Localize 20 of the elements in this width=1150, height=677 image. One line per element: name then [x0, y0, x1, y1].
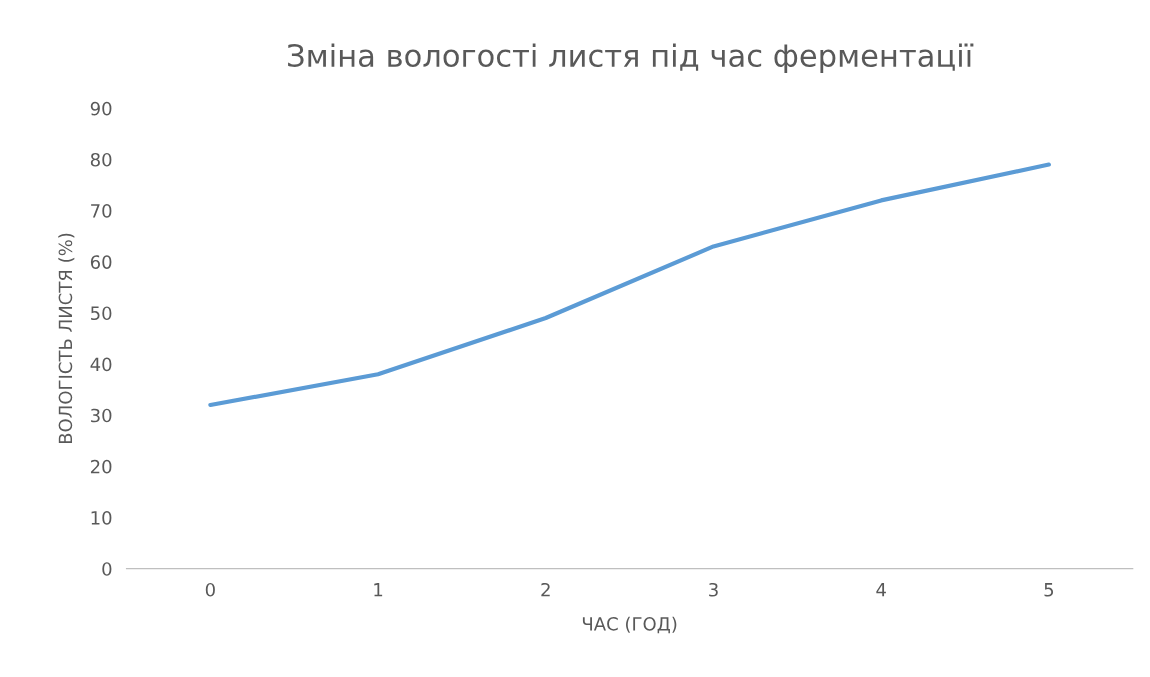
- x-tick-label: 2: [541, 582, 550, 597]
- x-axis-title: ЧАС (ГОД): [582, 616, 677, 634]
- x-tick-label: 3: [709, 582, 718, 597]
- y-tick-label: 50: [91, 306, 112, 321]
- y-tick-label: 30: [91, 408, 112, 423]
- x-tick-label: 5: [1044, 583, 1054, 597]
- y-tick-label: 10: [91, 510, 112, 525]
- y-tick-label: 90: [90, 101, 112, 116]
- y-tick-label: 80: [90, 152, 112, 167]
- y-axis-title: ВОЛОГІСТЬ ЛИСТЯ (%): [58, 233, 75, 444]
- x-tick-label: 4: [876, 583, 886, 597]
- y-tick-label: 40: [90, 357, 112, 372]
- y-tick-label: 0: [102, 562, 112, 576]
- x-tick-label: 0: [205, 582, 215, 597]
- y-tick-label: 20: [90, 459, 112, 474]
- line-series: [208, 162, 1051, 408]
- x-tick-label: 1: [374, 583, 383, 597]
- y-tick-label: 60: [90, 255, 112, 269]
- y-tick-label: 70: [91, 204, 112, 218]
- chart-title: Зміна вологості листя під час ферментації: [288, 43, 974, 74]
